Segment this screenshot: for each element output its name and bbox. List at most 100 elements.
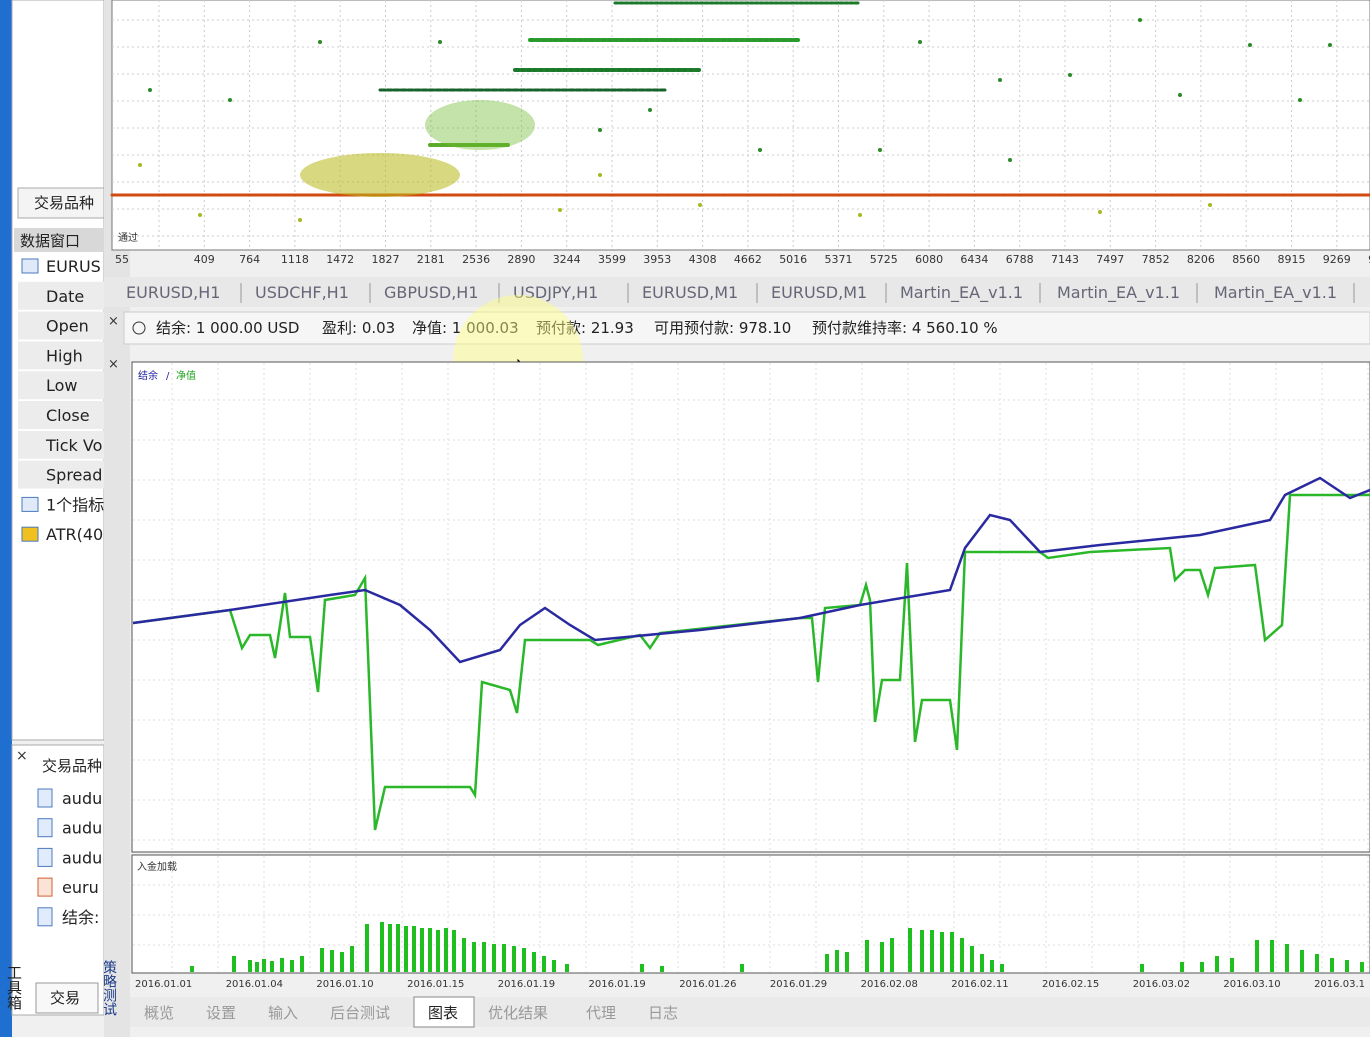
tab-label[interactable]: EURUSD,M1 (642, 283, 738, 302)
tab[interactable] (35, 982, 99, 1014)
chart-tabs: EURUSD,H1 USDCHF,H1 GBPUSD,H1 USDJPY,H1 EURU… (126, 283, 1355, 303)
status-item: 预付款维持率: 4 560.10 % (812, 319, 998, 337)
x-tick-label: 3599 (598, 253, 626, 266)
bottom-tabs: 概览 设置 输入 后台测试 图表 优化结果 代理 日志 (144, 996, 678, 1028)
item-icon (37, 847, 53, 867)
tab-label[interactable]: 图表 (428, 1004, 458, 1022)
x-tick-label: 1118 (281, 253, 309, 266)
active-tab[interactable] (413, 996, 475, 1028)
balance-chart (131, 361, 1370, 853)
tab-label[interactable]: 日志 (648, 1004, 678, 1022)
desktop-edge (0, 0, 12, 1037)
item-label: 结余: (62, 908, 99, 927)
row-label: 1个指标 (46, 495, 104, 514)
tab-label[interactable]: 概览 (144, 1004, 174, 1022)
date-label: 2016.01.26 (679, 979, 736, 990)
date-label: 2016.01.29 (770, 979, 827, 990)
equity-line (132, 493, 1370, 831)
x-tick-label: 55 (115, 253, 129, 266)
left-panel (11, 0, 105, 741)
tab-label[interactable]: Martin_EA_v1.1 (1214, 283, 1337, 303)
close-icon[interactable]: × (16, 748, 28, 764)
date-label: 2016.03.1 (1314, 979, 1365, 990)
item-icon (37, 788, 53, 808)
row-bg (18, 401, 104, 429)
status: 结余: 1 000.00 USD 盈利: 0.03 净值: 1 000.03 预付款:… (156, 319, 998, 337)
x-tick-label: 2536 (462, 253, 490, 266)
row-label: ATR(40 (46, 525, 103, 544)
tab-label[interactable]: Martin_EA_v1.1 (900, 283, 1023, 303)
status-item: 结余: 1 000.00 USD (156, 319, 299, 337)
tab-label[interactable]: 交易 (50, 989, 80, 1007)
tab-label[interactable]: GBPUSD,H1 (384, 283, 479, 302)
row-icon (21, 526, 39, 542)
date-label: 2016.01.15 (407, 979, 464, 990)
tab-label[interactable]: 优化结果 (488, 1004, 548, 1022)
row-label: Tick Vo (45, 436, 102, 455)
row-label: Spread (46, 466, 102, 485)
scatter-dots (110, 1, 1370, 222)
date-label: 2016.01.01 (135, 979, 192, 990)
close-icon[interactable]: × (108, 314, 119, 329)
legend: 结余 (138, 369, 158, 382)
x-tick-label: 5371 (825, 253, 853, 266)
x-tick-label: 7852 (1142, 253, 1170, 266)
item-label: audu (62, 819, 102, 838)
item-label: euru (62, 878, 99, 897)
item-icon (37, 877, 53, 897)
corner-label: 通过 (118, 231, 138, 244)
date-label: 2016.01.04 (226, 979, 283, 990)
close-icon[interactable]: × (108, 357, 119, 372)
item-icon (37, 907, 53, 927)
load-chart (131, 854, 1370, 974)
tab-label[interactable]: EURUSD,M1 (771, 283, 867, 302)
row-bg (18, 460, 104, 489)
status-item: 净值: 1 000.03 (412, 319, 519, 337)
date-label: 2016.03.02 (1133, 979, 1190, 990)
x-tick-label: 5016 (779, 253, 807, 266)
x-tick-label: 1472 (326, 253, 354, 266)
tab[interactable] (17, 187, 105, 219)
panel-title: 数据窗口 (20, 232, 80, 250)
list-header: 交易品种 (42, 757, 102, 775)
x-tick-label: 8915 (1278, 253, 1306, 266)
tab-label[interactable]: 输入 (268, 1004, 298, 1022)
x-tick-label: 6434 (960, 253, 988, 266)
tab-label[interactable]: EURUSD,H1 (126, 283, 220, 302)
grid (112, 0, 1370, 250)
tab-label[interactable]: 交易品种 (34, 194, 94, 212)
row-label: EURUS (46, 257, 101, 276)
load-bars (190, 922, 1364, 972)
balance-line (132, 476, 1370, 664)
tab-label[interactable]: Martin_EA_v1.1 (1057, 283, 1180, 303)
row-label: Open (46, 317, 89, 336)
x-tick-label: 3244 (553, 253, 581, 266)
row-icon (21, 496, 39, 512)
item-icon (37, 818, 53, 838)
date-label: 2016.01.19 (498, 979, 555, 990)
tab-label[interactable]: USDCHF,H1 (255, 283, 349, 302)
x-tick-label: 3953 (643, 253, 671, 266)
tab-label[interactable]: 设置 (206, 1004, 236, 1022)
x-tick-label: 764 (239, 253, 260, 266)
tab-bar (130, 997, 1370, 1027)
x-tick-label: 8206 (1187, 253, 1215, 266)
x-axis: 55 409 764 1118 1472 1827 2181 2536 2890 3244 3599… (115, 253, 1370, 266)
tab-label[interactable]: 代理 (586, 1004, 616, 1022)
row-bg (18, 281, 104, 310)
row-label: Date (46, 287, 84, 306)
x-tick-label: 2181 (417, 253, 445, 266)
status-item: 盈利: 0.03 (322, 319, 395, 337)
x-tick-label: 6080 (915, 253, 943, 266)
tab-label[interactable]: 后台测试 (330, 1004, 390, 1022)
tab-bar (104, 277, 1370, 307)
row-label: High (46, 346, 83, 365)
x-tick-label: 9624 (1368, 253, 1370, 266)
row-icon (21, 258, 39, 274)
tab-label[interactable]: USDJPY,H1 (513, 283, 598, 302)
x-tick-label: 409 (194, 253, 215, 266)
status-bar (123, 311, 1370, 345)
sub-label: 入金加载 (137, 860, 177, 873)
status-icon (132, 321, 146, 335)
